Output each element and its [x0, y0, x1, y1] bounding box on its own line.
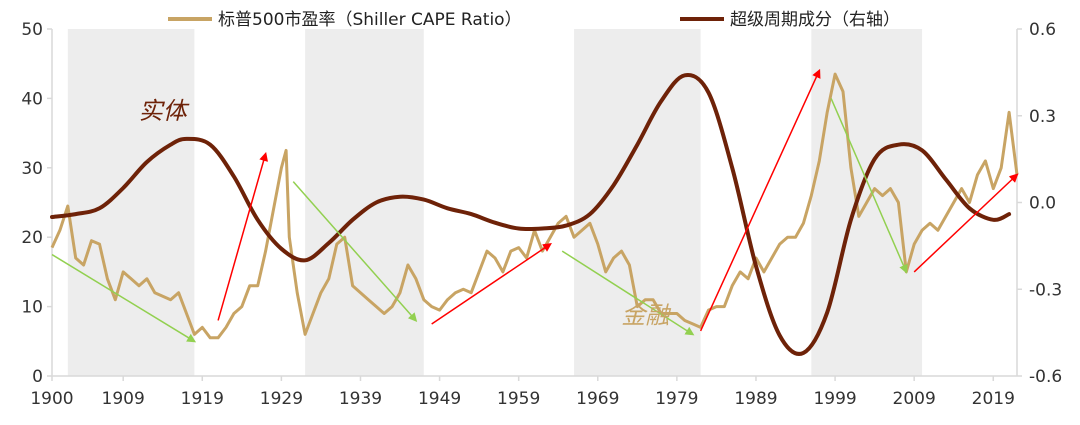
right-tick-label: -0.6 [1029, 367, 1062, 387]
cape-ratio-line [50, 72, 1019, 340]
x-tick-label: 1949 [418, 389, 461, 409]
x-tick-label: 1969 [576, 389, 619, 409]
down-trend-arrow-2 [292, 181, 418, 322]
right-tick-label: -0.3 [1029, 280, 1062, 300]
left-tick-label: 40 [21, 89, 43, 109]
x-tick-label: 1929 [260, 389, 303, 409]
left-tick-label: 0 [32, 367, 43, 387]
legend-label-cape: 标普500市盈率（Shiller CAPE Ratio） [218, 10, 522, 30]
up-trend-arrow-1 [217, 151, 268, 321]
down-trend-arrow-4 [561, 250, 695, 336]
series-group [50, 72, 1019, 356]
annotation-label-0: 实体 [139, 97, 190, 125]
right-tick-label: 0.3 [1029, 107, 1056, 127]
up-trend-arrow-3 [431, 243, 552, 325]
up-trend-arrow-7 [913, 173, 1019, 273]
left-tick-label: 10 [21, 298, 43, 318]
x-tick-label: 1900 [30, 389, 73, 409]
shaded-period-1 [305, 29, 424, 376]
x-tick-label: 1999 [813, 389, 856, 409]
left-tick-label: 20 [21, 228, 43, 248]
right-tick-label: 0.0 [1029, 194, 1056, 214]
down-trend-arrow-0 [51, 253, 197, 343]
legend: 标普500市盈率（Shiller CAPE Ratio） 超级周期成分（右轴） [168, 10, 900, 30]
shaded-periods [67, 29, 923, 376]
x-tick-label: 1909 [102, 389, 145, 409]
axes: 0 10 20 30 40 50 -0.6 -0.3 0.0 0.3 0.6 1900 1909 1919… [21, 20, 1062, 409]
left-tick-label: 30 [21, 159, 43, 179]
up-trend-arrow-5 [699, 68, 821, 332]
shaded-period-2 [574, 29, 701, 376]
annotation-label-1: 金融 [621, 301, 671, 329]
x-tick-label: 1959 [497, 389, 540, 409]
x-tick-label: 2009 [893, 389, 936, 409]
legend-label-cycle: 超级周期成分（右轴） [730, 10, 900, 30]
left-tick-label: 50 [21, 20, 43, 40]
x-tick-label: 2019 [972, 389, 1015, 409]
shaded-period-0 [67, 29, 195, 376]
x-tick-label: 1939 [339, 389, 382, 409]
trend-arrows [51, 68, 1019, 343]
right-tick-label: 0.6 [1029, 20, 1056, 40]
down-trend-arrow-6 [830, 98, 908, 274]
x-tick-label: 1919 [181, 389, 224, 409]
supercycle-line [50, 72, 1012, 356]
x-tick-label: 1989 [734, 389, 777, 409]
x-tick-label: 1979 [655, 389, 698, 409]
